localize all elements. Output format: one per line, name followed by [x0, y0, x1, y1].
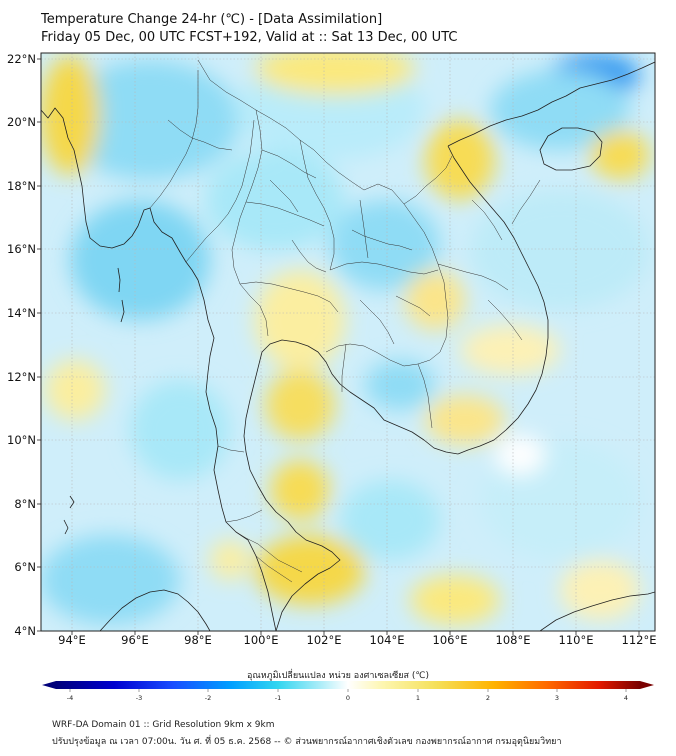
lon-label: 94°E [58, 633, 86, 647]
colorbar-tick-label: 2 [485, 694, 491, 702]
map-title: Temperature Change 24-hr (℃) - [Data Ass… [41, 12, 383, 27]
colorbar [42, 681, 654, 692]
lon-label: 98°E [184, 633, 212, 647]
colorbar-tick-label: -4 [66, 694, 74, 702]
lon-label: 112°E [621, 633, 657, 647]
lat-label: 18°N [7, 179, 36, 193]
lat-label: 20°N [7, 115, 36, 129]
lon-label: 104°E [369, 633, 405, 647]
lon-label: 96°E [121, 633, 149, 647]
temperature-field [41, 53, 650, 625]
lat-label: 14°N [7, 306, 36, 320]
lat-label: 12°N [7, 370, 36, 384]
colorbar-tick-label: 0 [345, 694, 351, 702]
graticule [41, 53, 655, 631]
colorbar-tick-label: -3 [135, 694, 143, 702]
lat-label: 8°N [14, 497, 36, 511]
lat-label: 4°N [14, 624, 36, 638]
map-frame [40, 52, 656, 632]
colorbar-tick-label: 1 [415, 694, 421, 702]
lon-label: 110°E [558, 633, 594, 647]
colorbar-tick-label: -2 [204, 694, 212, 702]
colorbar-title: อุณหภูมิเปลี่ยนแปลง หน่วย องศาเซลเซียส (… [246, 671, 430, 681]
colorbar-gradient [56, 681, 640, 689]
model-info: WRF-DA Domain 01 :: Grid Resolution 9km … [52, 720, 275, 730]
colorbar-tick-label: 4 [623, 694, 629, 702]
lon-label: 108°E [495, 633, 531, 647]
lon-label: 102°E [306, 633, 342, 647]
lat-label: 16°N [7, 242, 36, 256]
axis-ticks [37, 58, 640, 635]
credit-line: ปรับปรุงข้อมูล ณ เวลา 07:00น. วัน ศ. ที่… [52, 737, 562, 747]
lat-label: 22°N [7, 52, 36, 66]
lat-label: 10°N [7, 433, 36, 447]
colorbar-tick-label: 3 [554, 694, 560, 702]
lat-label: 6°N [14, 560, 36, 574]
admin-borders [149, 59, 541, 583]
map-subtitle: Friday 05 Dec, 00 UTC FCST+192, Valid at… [41, 30, 458, 45]
colorbar-min-arrow [42, 681, 56, 689]
lon-label: 106°E [432, 633, 468, 647]
lon-label: 100°E [243, 633, 279, 647]
colorbar-tick-label: -1 [274, 694, 282, 702]
colorbar-max-arrow [640, 681, 654, 689]
